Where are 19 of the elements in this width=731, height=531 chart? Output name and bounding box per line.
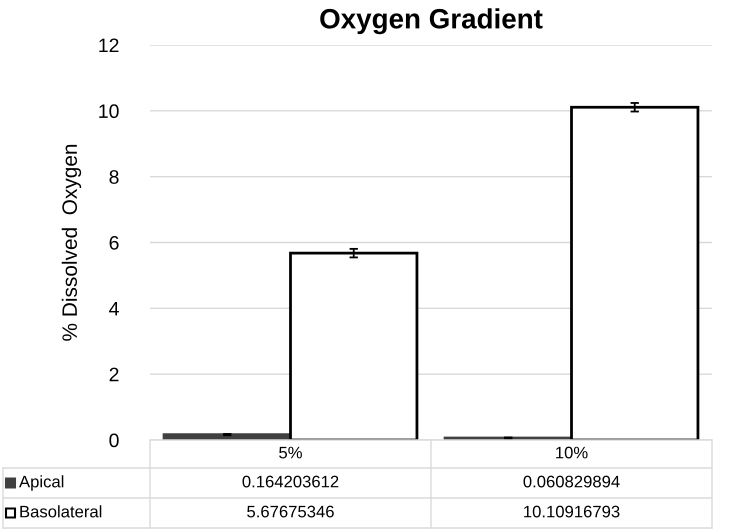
data-label: 5.67675346: [247, 506, 334, 518]
y-tick-label: 10: [99, 104, 119, 118]
legend-label: Apical: [19, 475, 64, 491]
y-axis-title: % Dissolved Oxygen: [62, 144, 82, 341]
y-tick-label: 0: [109, 433, 119, 448]
data-label: 10.10916793: [524, 506, 620, 518]
x-tick-label: 5%: [279, 446, 302, 458]
bar: [289, 252, 418, 440]
y-tick-label: 2: [110, 368, 118, 382]
y-tick-label: 4: [109, 302, 119, 316]
x-tick-label: 10%: [556, 446, 588, 458]
y-tick-label: 6: [110, 236, 119, 250]
y-tick-label: 8: [109, 170, 119, 184]
bar: [570, 106, 700, 440]
data-label: 0.060829894: [523, 476, 620, 488]
chart-title: Oxygen Gradient: [320, 8, 543, 34]
legend-label: Basolateral: [20, 505, 102, 518]
data-label: 0.164203612: [242, 476, 338, 488]
y-tick-label: 12: [99, 38, 118, 52]
